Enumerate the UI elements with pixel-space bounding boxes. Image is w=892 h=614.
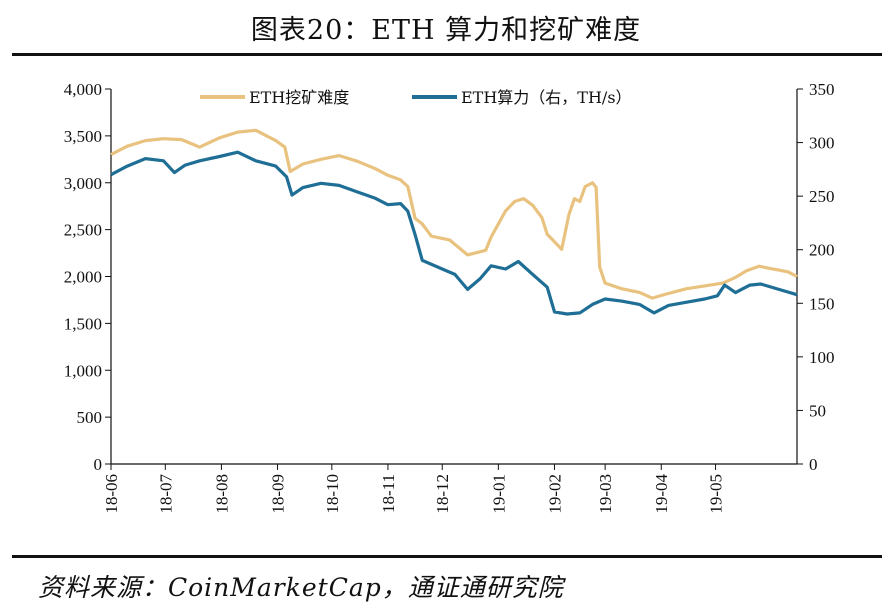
x-tick-label: 18-07 [156, 474, 175, 514]
series-layer [110, 128, 798, 316]
source-note: 资料来源：CoinMarketCap，通证通研究院 [38, 573, 564, 602]
left-y-tick-label: 1,500 [64, 314, 102, 333]
axes-group: 0 500 1,000 1,500 2,000 2,500 3,000 3,500 4,000 0… [64, 80, 835, 514]
x-tick-label: 18-10 [323, 474, 342, 514]
hashrate-series-line [110, 150, 798, 316]
x-tick-label: 18-06 [102, 474, 121, 514]
hashrate-legend-label: ETH算力（右，TH/s） [461, 88, 632, 107]
right-y-tick-label: 100 [809, 348, 835, 367]
left-y-tick-label: 2,500 [64, 221, 102, 240]
x-tick-label: 19-01 [489, 474, 508, 514]
figure-title: 图表20：ETH 算力和挖矿难度 [250, 15, 642, 46]
x-tick-label: 19-03 [596, 474, 615, 514]
x-tick-label: 18-09 [269, 474, 288, 514]
right-y-tick-label: 150 [809, 294, 835, 313]
x-tick-label: 19-02 [545, 474, 564, 514]
difficulty-series-line [110, 128, 798, 300]
right-y-tick-label: 50 [809, 401, 826, 420]
right-y-tick-label: 350 [809, 80, 835, 99]
left-y-tick-label: 0 [94, 455, 103, 474]
x-tick-label: 18-11 [379, 474, 398, 513]
left-y-tick-label: 3,000 [64, 174, 102, 193]
right-y-tick-label: 0 [809, 455, 818, 474]
left-y-tick-label: 3,500 [64, 127, 102, 146]
right-y-tick-label: 200 [809, 241, 835, 260]
right-y-tick-label: 250 [809, 187, 835, 206]
left-y-tick-label: 1,000 [64, 361, 102, 380]
left-y-tick-label: 500 [77, 408, 103, 427]
left-y-tick-label: 4,000 [64, 80, 102, 99]
x-tick-label: 19-04 [652, 474, 671, 514]
top-rule [12, 53, 882, 56]
x-tick-label: 18-12 [433, 474, 452, 514]
right-y-tick-label: 300 [809, 134, 835, 153]
legend: ETH挖矿难度 ETH算力（右，TH/s） [200, 88, 632, 107]
difficulty-legend-label: ETH挖矿难度 [249, 88, 349, 107]
x-tick-label: 18-08 [212, 474, 231, 514]
bottom-rule [12, 555, 882, 558]
x-tick-label: 19-05 [707, 474, 726, 514]
left-y-tick-label: 2,000 [64, 268, 102, 287]
